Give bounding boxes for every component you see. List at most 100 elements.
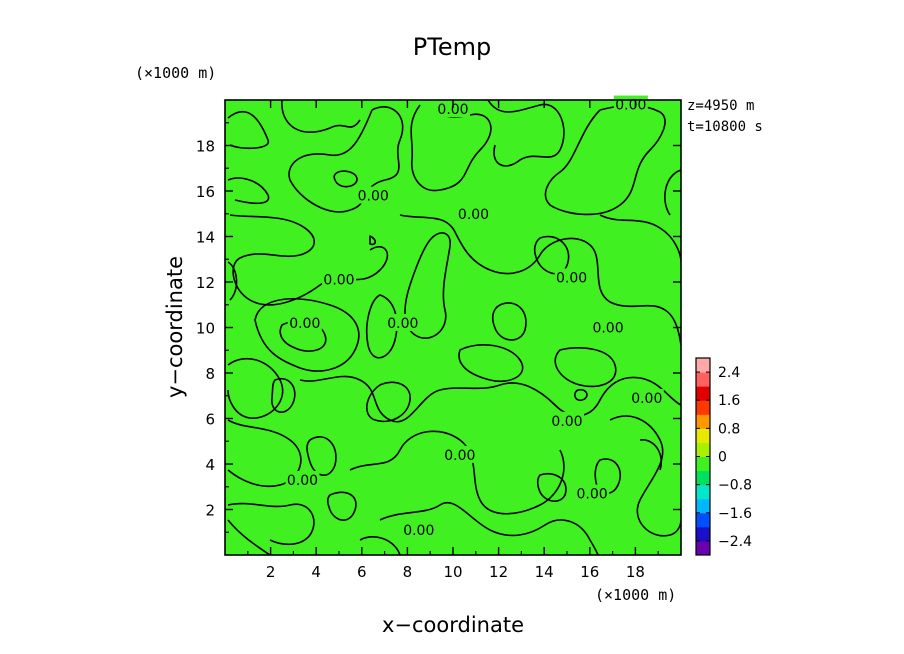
- contour-line: [536, 473, 567, 502]
- x-tick-label: 16: [580, 563, 599, 581]
- x-axis-label: x−coordinate: [382, 613, 524, 637]
- axis-ticks: 2 4 6 8 10 12 14 16 18 2 4 6 8 10 12 14 16 18: [196, 100, 681, 581]
- contour-label: 0.00: [592, 321, 623, 337]
- y-tick-label: 6: [205, 411, 215, 429]
- contour-label-bg: [591, 318, 626, 336]
- contour-line: [366, 381, 411, 423]
- contour-label: 0.00: [387, 316, 418, 332]
- contour-label: 0.00: [576, 487, 607, 503]
- x-tick-label: 10: [443, 563, 462, 581]
- contour-line: [369, 235, 377, 246]
- contour-line: [227, 110, 269, 150]
- x-tick-label: 14: [535, 563, 554, 581]
- annotation-height: z=4950 m: [687, 98, 754, 114]
- y-tick-label: 2: [205, 502, 215, 520]
- colorbar-label: 2.4: [718, 365, 740, 381]
- contour-line: [227, 419, 302, 488]
- colorbar-segment: [696, 414, 710, 429]
- contour-label: 0.00: [458, 207, 489, 223]
- contour-label-bg: [442, 445, 477, 463]
- y-unit-label: (×1000 m): [135, 64, 216, 82]
- contour-line: [326, 491, 357, 521]
- y-tick-label: 16: [196, 183, 215, 201]
- contour-line: [544, 104, 666, 216]
- colorbar-segment: [696, 526, 710, 542]
- contour-label-bg: [456, 204, 491, 222]
- contour-lines: [227, 100, 681, 555]
- contour-line: [458, 344, 524, 382]
- x-tick-label: 8: [403, 563, 413, 581]
- colorbar-segment: [696, 372, 710, 387]
- contour-line: [399, 214, 681, 346]
- contour-label-bg: [401, 520, 436, 538]
- colorbar-label: 0.8: [718, 421, 740, 437]
- y-tick-label: 8: [205, 365, 215, 383]
- contour-labels: 0.00 0.00 0.00 0.00 0.00 0.00 0.00 0.00 0.00 0.00…: [285, 95, 664, 539]
- contour-line: [299, 375, 681, 423]
- colorbar-segment: [696, 512, 710, 528]
- contour-label-bg: [575, 484, 610, 502]
- colorbar-segment: [696, 386, 710, 401]
- colorbar: 2.4 1.6 0.8 0 −0.8 −1.6 −2.4: [695, 357, 752, 556]
- x-tick-label: 6: [357, 563, 367, 581]
- colorbar-label: −1.6: [718, 506, 752, 522]
- colorbar-label: 0: [718, 450, 727, 466]
- colorbar-segment: [696, 442, 710, 457]
- contour-line: [599, 214, 681, 263]
- contour-label-bg: [550, 411, 584, 429]
- contour-line: [281, 100, 361, 133]
- contour-label: 0.00: [444, 448, 475, 464]
- x-tick-label: 4: [311, 563, 321, 581]
- contour-line: [229, 214, 389, 306]
- colorbar-segment: [696, 540, 710, 556]
- contour-line: [227, 519, 271, 555]
- contour-line: [404, 232, 451, 339]
- contour-line: [487, 100, 565, 167]
- colorbar-segment: [696, 456, 710, 472]
- contour-line: [306, 436, 337, 476]
- colorbar-segment: [696, 400, 710, 415]
- contour-line: [533, 235, 570, 275]
- contour-label: 0.00: [323, 273, 354, 289]
- contour-line: [573, 388, 588, 402]
- contour-line: [664, 169, 681, 216]
- y-tick-label: 18: [196, 138, 215, 156]
- contour-line: [365, 294, 398, 359]
- colorbar-label: 1.6: [718, 393, 740, 409]
- annotation-time: t=10800 s: [687, 119, 763, 135]
- colorbar-label: −0.8: [718, 478, 752, 494]
- contour-label-bg: [385, 313, 420, 331]
- y-axis-label: y−coordinate: [163, 256, 187, 398]
- x-tick-label: 2: [266, 563, 276, 581]
- contour-label-bg: [554, 268, 589, 286]
- y-tick-label: 14: [196, 229, 215, 247]
- x-tick-label: 18: [626, 563, 645, 581]
- y-tick-label: 12: [196, 274, 215, 292]
- contour-label: 0.00: [287, 473, 318, 489]
- colorbar-segment: [696, 484, 710, 500]
- colorbar-segment: [696, 470, 710, 486]
- x-tick-label: 12: [489, 563, 508, 581]
- colorbar-segment: [696, 498, 710, 514]
- contour-label: 0.00: [551, 414, 582, 430]
- contour-label-bg: [287, 313, 322, 331]
- contour-label-bg: [629, 389, 664, 407]
- contour-label-bg: [285, 470, 320, 488]
- contour-line: [379, 502, 599, 555]
- contour-line: [639, 439, 662, 471]
- x-unit-label: (×1000 m): [595, 586, 676, 604]
- colorbar-segment: [696, 428, 710, 443]
- chart-title: PTemp: [413, 33, 491, 61]
- contour-label: 0.00: [631, 391, 662, 407]
- contour-line: [227, 502, 315, 546]
- y-tick-label: 4: [205, 456, 215, 474]
- contour-line: [554, 347, 617, 388]
- contour-line: [609, 415, 681, 537]
- contour-line: [227, 357, 284, 419]
- contour-label: 0.00: [403, 523, 434, 539]
- contour-line: [492, 302, 527, 341]
- contour-line: [349, 430, 565, 515]
- contour-line: [254, 297, 360, 372]
- contour-line: [271, 377, 296, 413]
